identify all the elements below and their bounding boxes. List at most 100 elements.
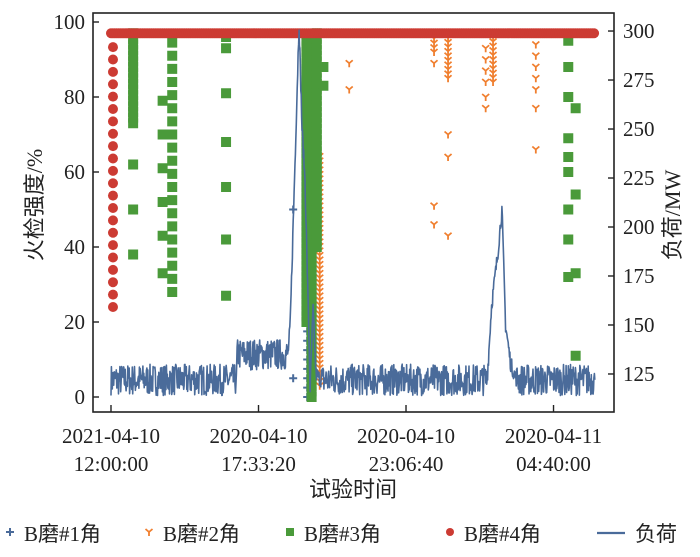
data-point bbox=[563, 62, 574, 72]
data-point bbox=[311, 78, 322, 89]
data-point bbox=[128, 62, 139, 72]
y-axis-label-right: 负荷/MW bbox=[660, 170, 685, 261]
y-tick-label-left: 100 bbox=[54, 10, 86, 34]
y-tick-label-right: 175 bbox=[623, 264, 655, 288]
data-point bbox=[311, 95, 322, 106]
data-point bbox=[531, 104, 540, 113]
legend-label: B磨#3角 bbox=[304, 522, 381, 546]
data-point bbox=[107, 141, 118, 152]
data-point bbox=[301, 108, 312, 119]
data-point bbox=[488, 73, 498, 82]
data-point bbox=[306, 200, 317, 211]
x-tick-label: 2020-04-10 bbox=[210, 424, 308, 448]
data-point bbox=[315, 283, 324, 291]
data-point bbox=[306, 133, 317, 144]
data-point bbox=[306, 386, 317, 397]
data-point bbox=[306, 37, 317, 48]
data-point bbox=[311, 90, 322, 101]
x-tick-label: 17:33:20 bbox=[221, 452, 296, 476]
data-point bbox=[311, 163, 322, 174]
data-point bbox=[107, 227, 118, 238]
data-point bbox=[311, 230, 322, 241]
data-point bbox=[315, 305, 324, 314]
x-tick-label: 2020-04-11 bbox=[505, 424, 602, 448]
legend-label: B磨#1角 bbox=[24, 522, 101, 546]
data-point bbox=[107, 91, 118, 102]
data-point bbox=[311, 67, 322, 78]
data-point bbox=[306, 71, 317, 82]
data-point bbox=[318, 62, 329, 72]
data-point bbox=[128, 107, 139, 117]
data-point bbox=[563, 35, 574, 46]
data-point bbox=[306, 189, 317, 200]
y-tick-label-right: 200 bbox=[623, 215, 655, 239]
data-point bbox=[306, 43, 317, 54]
data-point bbox=[531, 85, 540, 94]
data-point bbox=[301, 114, 312, 125]
data-point bbox=[301, 58, 312, 69]
data-point bbox=[531, 74, 540, 83]
data-point bbox=[443, 65, 453, 74]
data-point bbox=[311, 242, 322, 252]
circle-marker-icon bbox=[446, 528, 454, 536]
data-point bbox=[107, 165, 118, 176]
data-point bbox=[306, 88, 317, 99]
data-point bbox=[315, 314, 324, 323]
y-tick-label-right: 250 bbox=[623, 117, 655, 141]
y-tick-label-right: 225 bbox=[623, 166, 655, 190]
data-point bbox=[301, 159, 312, 170]
data-point bbox=[128, 90, 139, 101]
data-point bbox=[301, 131, 312, 142]
data-point bbox=[318, 80, 329, 91]
data-point bbox=[167, 234, 178, 245]
data-point bbox=[301, 63, 312, 74]
data-point bbox=[301, 137, 312, 147]
data-point bbox=[306, 54, 317, 65]
data-point bbox=[301, 47, 312, 57]
data-point bbox=[306, 167, 317, 177]
data-point bbox=[128, 249, 139, 260]
y-tick-label-right: 150 bbox=[623, 313, 655, 337]
data-point bbox=[301, 300, 312, 311]
data-point bbox=[306, 285, 317, 296]
data-point bbox=[563, 152, 574, 162]
legend-label: B磨#4角 bbox=[464, 522, 541, 546]
legend-label: B磨#2角 bbox=[163, 522, 240, 546]
data-point bbox=[167, 77, 178, 87]
data-point bbox=[301, 317, 312, 327]
series-4 bbox=[105, 28, 600, 312]
data-point bbox=[563, 133, 574, 144]
data-point bbox=[301, 193, 312, 204]
data-point bbox=[301, 103, 312, 114]
data-point bbox=[167, 116, 178, 127]
data-point bbox=[481, 44, 490, 53]
data-point bbox=[531, 63, 540, 71]
data-point bbox=[301, 311, 312, 322]
data-point bbox=[157, 268, 168, 279]
data-point bbox=[107, 203, 118, 213]
data-point bbox=[157, 230, 168, 241]
data-point bbox=[289, 374, 298, 383]
series-3 bbox=[128, 28, 581, 402]
data-point bbox=[563, 167, 574, 177]
data-point bbox=[429, 202, 439, 210]
data-point bbox=[443, 61, 453, 69]
data-point bbox=[488, 55, 498, 64]
data-point bbox=[315, 301, 324, 309]
data-point bbox=[128, 39, 139, 50]
y-tick-label-left: 40 bbox=[64, 235, 85, 259]
data-point bbox=[128, 56, 139, 67]
axes: 2021-04-1012:00:002020-04-1017:33:202020… bbox=[54, 10, 655, 476]
data-point bbox=[481, 78, 490, 86]
data-point bbox=[167, 63, 178, 74]
data-point bbox=[128, 45, 139, 56]
data-point bbox=[301, 80, 312, 91]
data-point bbox=[306, 178, 317, 189]
data-point bbox=[570, 189, 581, 200]
data-point bbox=[311, 146, 322, 157]
legend-label: 负荷 bbox=[635, 522, 677, 546]
data-point bbox=[306, 127, 317, 138]
data-point bbox=[311, 129, 322, 140]
data-point bbox=[306, 99, 317, 110]
